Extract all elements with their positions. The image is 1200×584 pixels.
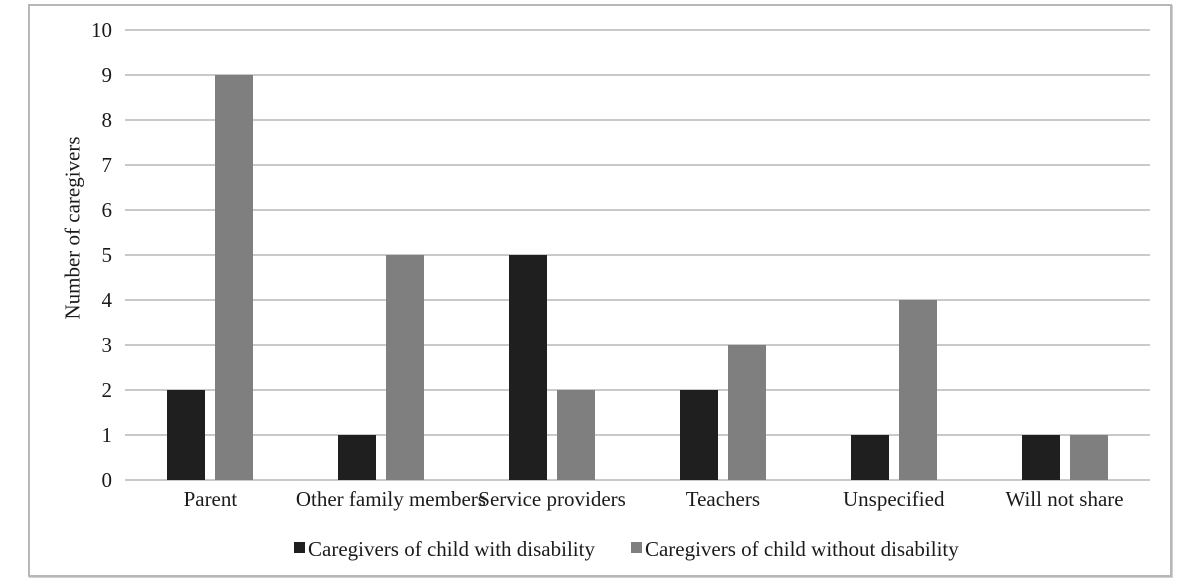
gridline-y-1 <box>125 434 1150 436</box>
gridline-y-3 <box>125 344 1150 346</box>
y-tick-label-1: 1 <box>101 423 113 447</box>
legend: Caregivers of child with disability Careg… <box>294 536 959 562</box>
gridline-y-2 <box>125 389 1150 391</box>
y-tick-label-0: 0 <box>101 468 113 492</box>
legend-item-caregivers-of-child-with-disability: Caregivers of child with disability <box>294 536 595 562</box>
bar-will-not-share-caregivers-of-child-with-disability <box>1021 435 1060 480</box>
legend-swatch-icon <box>630 541 642 553</box>
bar-other-family-members-caregivers-of-child-with-disability <box>338 435 377 480</box>
legend-item-caregivers-of-child-without-disability: Caregivers of child without disability <box>630 536 959 562</box>
bar-will-not-share-caregivers-of-child-without-disability <box>1069 435 1108 480</box>
gridline-y-4 <box>125 299 1150 301</box>
y-tick-label-4: 4 <box>101 288 113 312</box>
category-label-unspecified: Unspecified <box>842 487 945 511</box>
bar-unspecified-caregivers-of-child-with-disability <box>850 435 889 480</box>
category-label-service-providers: Service providers <box>478 487 626 511</box>
legend-label: Caregivers of child with disability <box>308 537 595 561</box>
y-tick-label-3: 3 <box>101 333 113 357</box>
gridline-y-0 <box>125 479 1150 481</box>
bar-teachers-caregivers-of-child-with-disability <box>679 390 718 480</box>
bar-unspecified-caregivers-of-child-without-disability <box>898 300 937 480</box>
y-tick-label-5: 5 <box>101 243 113 267</box>
bar-parent-caregivers-of-child-with-disability <box>167 390 206 480</box>
legend-swatch-icon <box>294 541 305 553</box>
category-label-parent: Parent <box>183 487 238 511</box>
y-tick-label-7: 7 <box>101 153 113 177</box>
gridline-y-8 <box>125 119 1150 121</box>
bar-parent-caregivers-of-child-without-disability <box>215 75 254 480</box>
bar-service-providers-caregivers-of-child-with-disability <box>509 255 548 480</box>
legend-label: Caregivers of child without disability <box>644 537 959 561</box>
bar-service-providers-caregivers-of-child-without-disability <box>557 390 596 480</box>
y-tick-label-2: 2 <box>101 378 113 402</box>
y-tick-label-10: 10 <box>91 18 112 42</box>
gridline-y-7 <box>125 164 1150 166</box>
category-label-other-family-members: Other family members <box>295 487 486 511</box>
y-tick-label-9: 9 <box>101 63 113 87</box>
category-label-will-not-share: Will not share <box>1005 487 1124 511</box>
gridline-y-5 <box>125 254 1150 256</box>
gridline-y-10 <box>125 29 1150 31</box>
category-label-teachers: Teachers <box>685 487 761 511</box>
y-tick-label-8: 8 <box>101 108 113 132</box>
gridline-y-6 <box>125 209 1150 211</box>
plot-area <box>125 29 1150 481</box>
gridline-y-9 <box>125 74 1150 76</box>
bar-other-family-members-caregivers-of-child-without-disability <box>386 255 425 480</box>
bar-teachers-caregivers-of-child-without-disability <box>727 345 766 480</box>
y-tick-label-6: 6 <box>101 198 113 222</box>
